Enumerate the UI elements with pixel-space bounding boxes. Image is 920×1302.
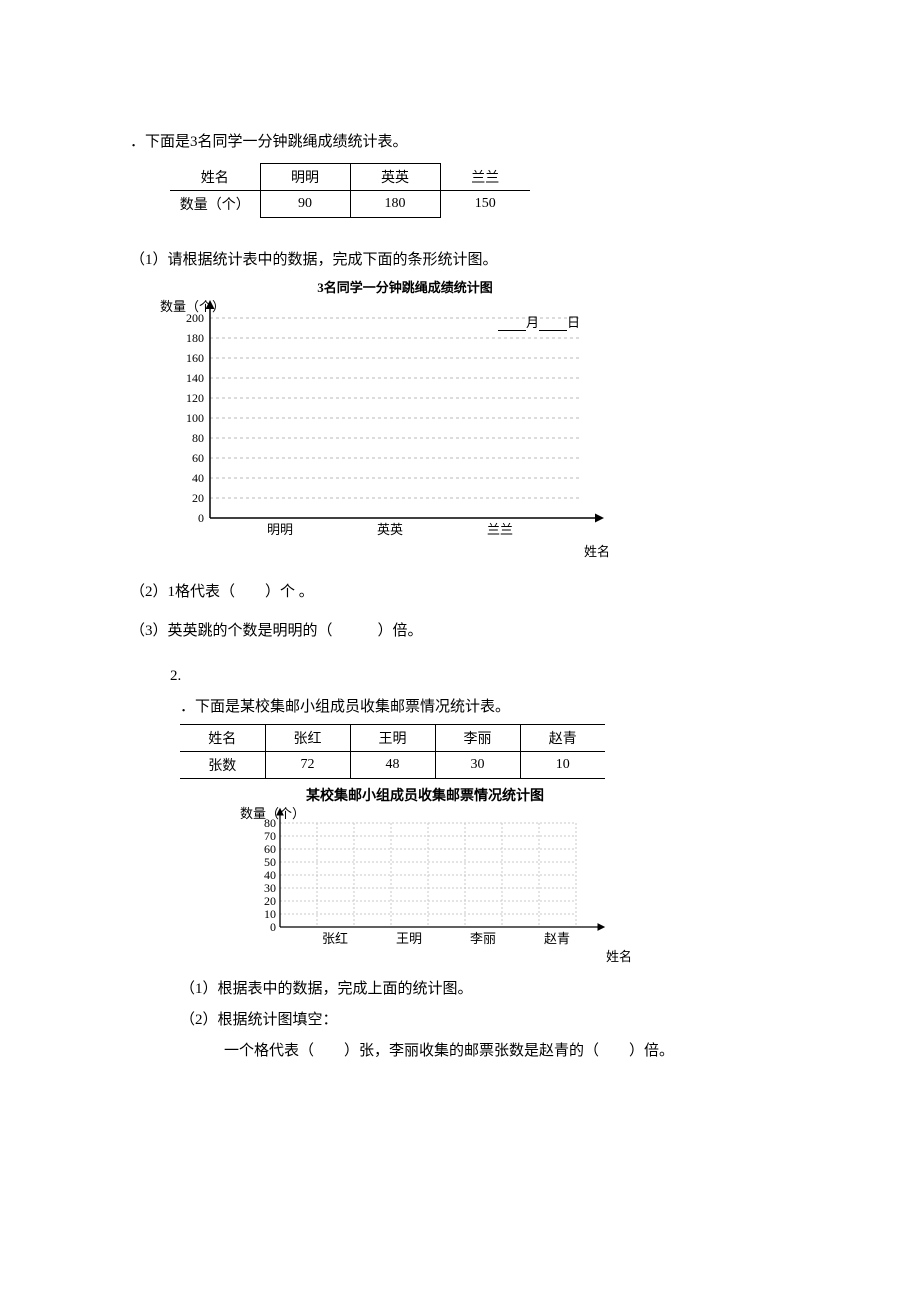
chart1-title: 3名同学一分钟跳绳成绩统计图 xyxy=(220,277,590,296)
cell-header-mingming: 明明 xyxy=(260,164,350,191)
x-tick: 赵青 xyxy=(544,931,570,946)
y-tick: 120 xyxy=(186,391,204,405)
table-jumprope: 姓名 明明 英英 兰兰 数量（个） 90 180 150 xyxy=(170,163,530,218)
y-tick: 0 xyxy=(198,511,204,525)
cell-header-name: 姓名 xyxy=(180,724,265,751)
chart2-container: 数量（个） 姓名 xyxy=(240,807,640,967)
problem2-q2a-text: （2）根据统计图填空： xyxy=(180,1008,790,1029)
chart1-x-axis-label: 姓名 xyxy=(584,541,610,560)
y-tick: 0 xyxy=(270,920,276,934)
table-row: 姓名 张红 王明 李丽 赵青 xyxy=(180,724,605,751)
y-tick: 100 xyxy=(186,411,204,425)
cell-header-yingying: 英英 xyxy=(350,164,440,191)
problem1-q1-text: （1）请根据统计表中的数据，完成下面的条形统计图。 xyxy=(130,248,790,269)
y-tick: 60 xyxy=(264,842,276,856)
cell-value: 90 xyxy=(260,191,350,218)
y-tick: 70 xyxy=(264,829,276,843)
chart1-grid: 200 180 160 140 120 100 80 60 40 20 0 明明… xyxy=(160,300,620,562)
x-tick: 明明 xyxy=(267,522,293,537)
label-month: 月 xyxy=(526,315,539,330)
x-tick: 李丽 xyxy=(470,931,496,946)
x-tick: 王明 xyxy=(396,931,422,946)
chart1-date-field: 月日 xyxy=(498,312,580,331)
cell-value: 30 xyxy=(435,751,520,778)
cell-header-name: 姓名 xyxy=(170,164,260,191)
cell-value: 10 xyxy=(520,751,605,778)
problem1-q3-text: （3）英英跳的个数是明明的（ ）倍。 xyxy=(130,619,790,640)
y-tick: 10 xyxy=(264,907,276,921)
table-row: 数量（个） 90 180 150 xyxy=(170,191,530,218)
cell-header-lanlan: 兰兰 xyxy=(440,164,530,191)
cell-header: 赵青 xyxy=(520,724,605,751)
y-tick: 50 xyxy=(264,855,276,869)
problem2-q2b-text: 一个格代表（ ）张，李丽收集的邮票张数是赵青的（ ）倍。 xyxy=(224,1043,674,1059)
table-stamps: 姓名 张红 王明 李丽 赵青 张数 72 48 30 10 xyxy=(180,724,605,779)
x-tick: 张红 xyxy=(322,931,348,946)
chart1-y-axis-label: 数量（个） xyxy=(160,296,225,315)
y-tick: 30 xyxy=(264,881,276,895)
y-tick: 160 xyxy=(186,351,204,365)
chart2-title: 某校集邮小组成员收集邮票情况统计图 xyxy=(250,785,600,805)
problem1-q2-text: （2）1格代表（ ）个 。 xyxy=(130,580,790,601)
cell-header: 李丽 xyxy=(435,724,520,751)
cell-header: 王明 xyxy=(350,724,435,751)
y-tick: 40 xyxy=(192,471,204,485)
cell-header: 张红 xyxy=(265,724,350,751)
label-day: 日 xyxy=(567,315,580,330)
table-row: 姓名 明明 英英 兰兰 xyxy=(170,164,530,191)
chart2-grid: 80 70 60 50 40 30 20 10 0 张红 王明 李丽 赵青 xyxy=(240,807,640,967)
chart1-container: 数量（个） 月日 姓名 xyxy=(160,300,620,562)
y-tick: 60 xyxy=(192,451,204,465)
problem2-number: 2. xyxy=(170,668,790,685)
x-tick: 兰兰 xyxy=(487,522,513,537)
y-tick: 140 xyxy=(186,371,204,385)
problem2-q1-text: （1）根据表中的数据，完成上面的统计图。 xyxy=(180,977,790,998)
y-tick: 40 xyxy=(264,868,276,882)
chart2-y-axis-label: 数量（个） xyxy=(240,803,305,822)
y-tick: 20 xyxy=(264,894,276,908)
cell-value: 72 xyxy=(265,751,350,778)
cell-label-count: 数量（个） xyxy=(170,191,260,218)
cell-value: 150 xyxy=(440,191,530,218)
blank-day[interactable] xyxy=(539,317,567,331)
y-tick: 80 xyxy=(192,431,204,445)
cell-value: 180 xyxy=(350,191,440,218)
table-row: 张数 72 48 30 10 xyxy=(180,751,605,778)
y-tick: 180 xyxy=(186,331,204,345)
x-tick: 英英 xyxy=(377,522,403,537)
problem1-intro: ．下面是3名同学一分钟跳绳成绩统计表。 xyxy=(130,130,790,151)
y-tick: 20 xyxy=(192,491,204,505)
cell-value: 48 xyxy=(350,751,435,778)
blank-month[interactable] xyxy=(498,317,526,331)
problem2-intro: ．下面是某校集邮小组成员收集邮票情况统计表。 xyxy=(180,695,790,716)
chart2-x-axis-label: 姓名 xyxy=(606,946,632,965)
cell-label-count: 张数 xyxy=(180,751,265,778)
